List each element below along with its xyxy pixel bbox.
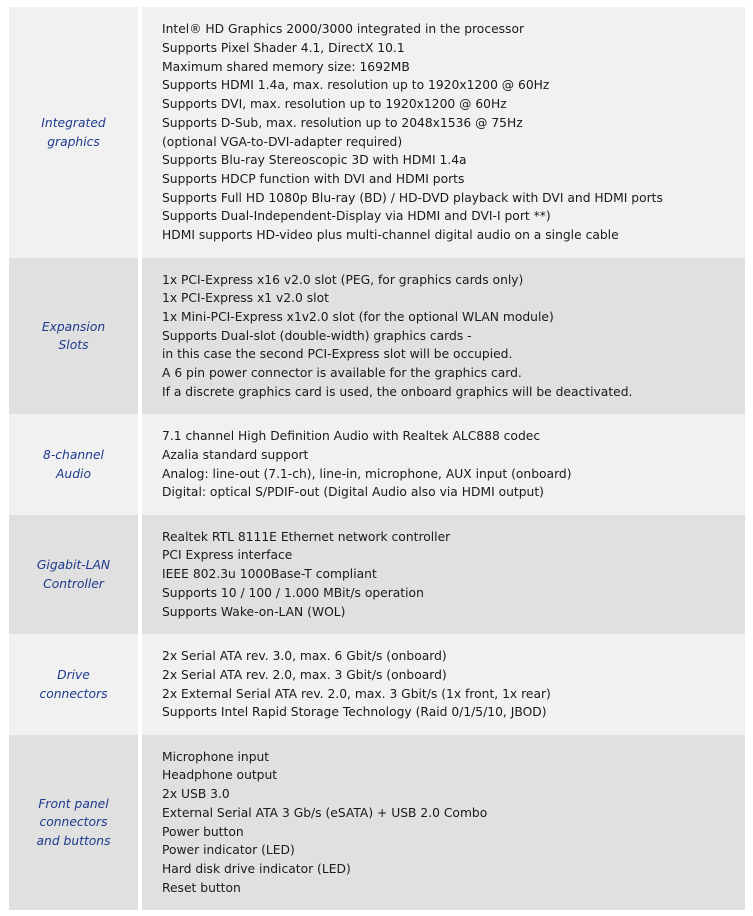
spec-line: Supports Intel Rapid Storage Technology …: [162, 705, 547, 720]
spec-line: External Serial ATA 3 Gb/s (eSATA) + USB…: [162, 805, 488, 820]
row-label: Expansion Slots: [41, 319, 106, 353]
column-divider: [138, 735, 142, 910]
row-content: Microphone input Headphone output 2x USB 3…: [142, 735, 745, 910]
spec-line: Reset button: [162, 880, 241, 895]
spec-row-integrated-graphics: Integrated graphics Intel® HD Graphics 2…: [9, 7, 745, 258]
row-label: Front panel connectors and buttons: [36, 796, 111, 848]
spec-line: HDMI supports HD-video plus multi-channe…: [162, 228, 619, 243]
row-content: Intel® HD Graphics 2000/3000 integrated …: [142, 7, 745, 258]
spec-line: 2x Serial ATA rev. 2.0, max. 3 Gbit/s (o…: [162, 667, 447, 682]
spec-row-audio: 8-channel Audio 7.1 channel High Definit…: [9, 414, 745, 515]
column-divider: [138, 634, 142, 735]
spec-line: Digital: optical S/PDIF-out (Digital Aud…: [162, 485, 544, 500]
spec-line: Power button: [162, 824, 244, 839]
column-divider: [138, 258, 142, 414]
spec-line: Intel® HD Graphics 2000/3000 integrated …: [162, 22, 525, 37]
spec-line: Supports Dual-Independent-Display via HD…: [162, 209, 551, 224]
spec-line: (optional VGA-to-DVI-adapter required): [162, 134, 403, 149]
spec-line: Maximum shared memory size: 1692MB: [162, 59, 410, 74]
spec-line: Supports HDMI 1.4a, max. resolution up t…: [162, 78, 550, 93]
spec-row-expansion-slots: Expansion Slots 1x PCI-Express x16 v2.0 …: [9, 258, 745, 414]
row-label: 8-channel Audio: [43, 448, 104, 481]
spec-line: 1x PCI-Express x1 v2.0 slot: [162, 291, 329, 306]
row-content: Realtek RTL 8111E Ethernet network contr…: [142, 515, 745, 634]
spec-line: Supports Dual-slot (double-width) graphi…: [162, 328, 472, 343]
row-content: 1x PCI-Express x16 v2.0 slot (PEG, for g…: [142, 258, 745, 414]
spec-line: 2x External Serial ATA rev. 2.0, max. 3 …: [162, 686, 551, 701]
column-divider: [138, 515, 142, 634]
spec-line: Azalia standard support: [162, 447, 309, 462]
spec-line: Microphone input: [162, 749, 270, 764]
spec-line: If a discrete graphics card is used, the…: [162, 384, 633, 399]
row-content: 2x Serial ATA rev. 3.0, max. 6 Gbit/s (o…: [142, 634, 745, 735]
spec-row-lan: Gigabit-LAN Controller Realtek RTL 8111E…: [9, 515, 745, 634]
spec-line: 1x Mini-PCI-Express x1v2.0 slot (for the…: [162, 309, 554, 324]
spec-line: Supports Blu-ray Stereoscopic 3D with HD…: [162, 153, 467, 168]
spec-line: Supports HDCP function with DVI and HDMI…: [162, 171, 465, 186]
spec-table: Integrated graphics Intel® HD Graphics 2…: [9, 7, 745, 910]
spec-line: Hard disk drive indicator (LED): [162, 861, 351, 876]
spec-line: 2x USB 3.0: [162, 787, 230, 802]
spec-row-drive-connectors: Drive connectors 2x Serial ATA rev. 3.0,…: [9, 634, 745, 735]
spec-line: Supports Pixel Shader 4.1, DirectX 10.1: [162, 40, 405, 55]
spec-line: 2x Serial ATA rev. 3.0, max. 6 Gbit/s (o…: [162, 649, 447, 664]
row-label: Drive connectors: [39, 668, 108, 701]
spec-line: IEEE 802.3u 1000Base-T compliant: [162, 567, 377, 582]
spec-line: Headphone output: [162, 768, 278, 783]
spec-line: Realtek RTL 8111E Ethernet network contr…: [162, 529, 451, 544]
spec-line: Analog: line-out (7.1-ch), line-in, micr…: [162, 466, 572, 481]
row-content: 7.1 channel High Definition Audio with R…: [142, 414, 745, 515]
spec-row-front-panel: Front panel connectors and buttons Micro…: [9, 735, 745, 910]
spec-line: Supports DVI, max. resolution up to 1920…: [162, 97, 507, 112]
spec-line: in this case the second PCI-Express slot…: [162, 347, 513, 362]
spec-line: Supports D-Sub, max. resolution up to 20…: [162, 115, 523, 130]
spec-line: Supports 10 / 100 / 1.000 MBit/s operati…: [162, 585, 424, 600]
row-label: Integrated graphics: [41, 116, 106, 149]
column-divider: [138, 414, 142, 515]
spec-line: PCI Express interface: [162, 548, 293, 563]
spec-line: 7.1 channel High Definition Audio with R…: [162, 429, 541, 444]
column-divider: [138, 7, 142, 258]
spec-line: A 6 pin power connector is available for…: [162, 366, 522, 381]
spec-line: Power indicator (LED): [162, 843, 295, 858]
spec-line: Supports Full HD 1080p Blu-ray (BD) / HD…: [162, 190, 663, 205]
spec-line: Supports Wake-on-LAN (WOL): [162, 604, 346, 619]
spec-line: 1x PCI-Express x16 v2.0 slot (PEG, for g…: [162, 272, 524, 287]
row-label: Gigabit-LAN Controller: [36, 558, 111, 591]
